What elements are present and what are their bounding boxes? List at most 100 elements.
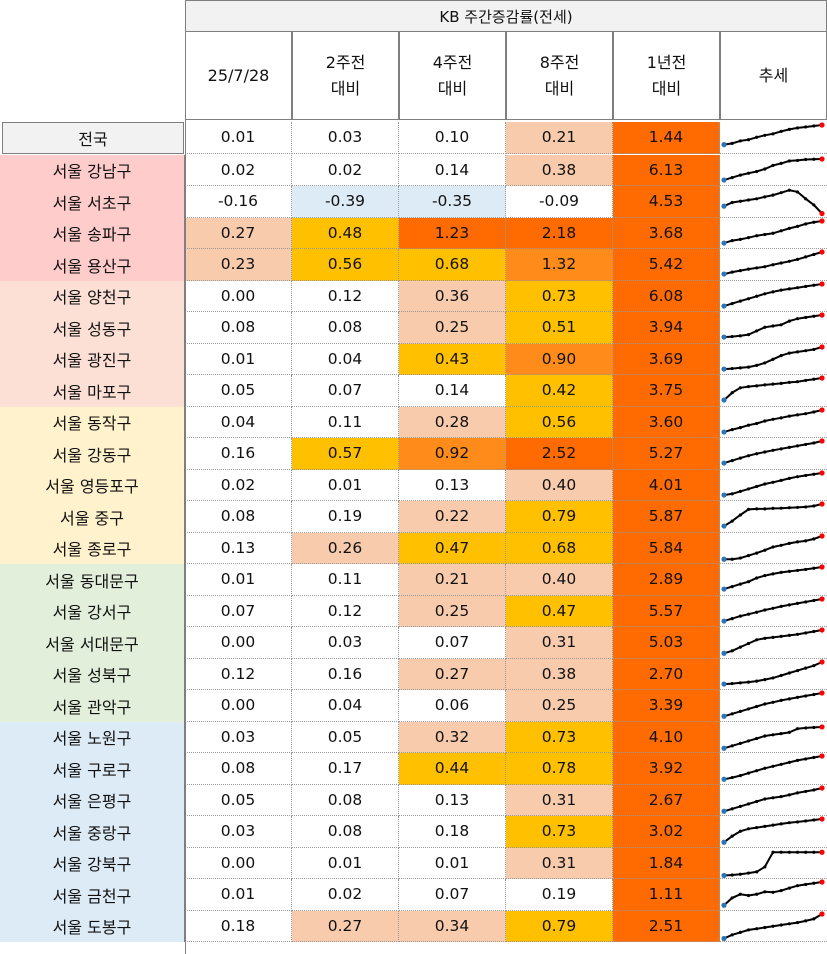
sparkline-point (771, 193, 775, 197)
value-cell: 2.89 (613, 564, 720, 596)
sparkline-point (763, 607, 767, 612)
sparkline-point (730, 557, 734, 561)
sparkline-point (730, 585, 734, 589)
value-cell: 0.11 (292, 406, 399, 438)
sparkline-point (755, 233, 759, 237)
column-header-0: 25/7/28 (185, 32, 292, 120)
sparkline-point (755, 610, 759, 614)
sparkline-end-marker (819, 816, 825, 822)
sparkline-point (771, 357, 775, 361)
value-cell: 1.44 (613, 122, 720, 154)
sparkline-point (804, 157, 808, 161)
sparkline-point (812, 663, 816, 667)
sparkline-point (795, 474, 800, 478)
trend-sparkline (720, 155, 827, 186)
sparkline-point (795, 820, 800, 824)
sparkline-point (730, 712, 734, 716)
region-name: 서울 관악구 (0, 690, 185, 722)
sparkline-svg (721, 753, 825, 782)
value-cell: 0.01 (185, 343, 292, 375)
sparkline-svg (721, 312, 825, 340)
value-cell: 0.01 (292, 469, 399, 501)
sparkline-point (738, 829, 742, 833)
sparkline-point (812, 629, 816, 634)
value-cell: 0.08 (292, 784, 399, 816)
sparkline-point (755, 551, 759, 555)
sparkline-point (771, 544, 775, 549)
value-cell: 5.87 (613, 501, 720, 533)
value-cell: -0.09 (506, 186, 613, 218)
sparkline-point (787, 821, 791, 825)
trend-sparkline (720, 186, 827, 218)
sparkline-point (746, 801, 751, 806)
value-cell: 0.19 (506, 879, 613, 911)
value-cell: 0.16 (185, 438, 292, 470)
sparkline-point (795, 190, 800, 194)
region-name: 서울 서대문구 (0, 627, 185, 659)
column-header-line2: 대비 (330, 78, 361, 98)
sparkline-point (746, 507, 751, 511)
value-cell: 0.02 (185, 154, 292, 186)
sparkline-svg (721, 280, 825, 309)
sparkline-point (738, 386, 742, 390)
sparkline-end-marker (819, 406, 825, 413)
sparkline-start-marker (721, 203, 727, 209)
sparkline-point (787, 792, 791, 796)
sparkline-point (795, 920, 800, 924)
value-cell: 0.21 (506, 122, 613, 154)
sparkline-end-marker (819, 210, 825, 217)
sparkline-point (804, 599, 808, 604)
sparkline-start-marker (721, 617, 727, 624)
sparkline-point (730, 491, 734, 495)
sparkline-point (771, 606, 775, 610)
value-cell: 0.25 (399, 595, 506, 627)
sparkline-point (763, 418, 767, 423)
column-header-line1: 4주전 (432, 52, 473, 72)
value-cell: 0.18 (399, 816, 506, 848)
sparkline-point (812, 916, 816, 920)
sparkline-point (812, 504, 816, 508)
value-cell: 0.19 (292, 501, 399, 533)
sparkline-point (755, 507, 759, 511)
value-cell: 3.75 (613, 375, 720, 407)
sparkline-svg (721, 249, 825, 277)
value-cell: 0.14 (399, 154, 506, 186)
sparkline-point (771, 163, 775, 167)
sparkline-point (795, 758, 800, 763)
sparkline-point (812, 566, 816, 570)
value-cell: 0.31 (506, 847, 613, 879)
value-cell: 0.90 (506, 343, 613, 375)
value-cell: 2.18 (506, 217, 613, 249)
sparkline-end-marker (819, 723, 825, 730)
value-cell: 0.12 (292, 280, 399, 312)
sparkline-point (746, 771, 751, 775)
value-cell: 0.48 (292, 217, 399, 249)
value-cell: 0.40 (506, 564, 613, 596)
sparkline-point (755, 421, 759, 425)
sparkline-point (746, 641, 751, 646)
sparkline-point (787, 351, 791, 355)
sparkline-point (812, 755, 816, 760)
sparkline-point (804, 315, 808, 320)
sparkline-point (763, 481, 767, 486)
sparkline-end-marker (819, 375, 825, 381)
sparkline-point (779, 381, 783, 385)
sparkline-point (787, 921, 791, 925)
sparkline-point (746, 612, 751, 616)
sparkline-end-marker (819, 280, 825, 287)
sparkline-point (755, 825, 759, 830)
sparkline-point (730, 896, 734, 900)
sparkline-start-marker (721, 556, 727, 562)
sparkline-start-marker (721, 142, 727, 148)
value-cell: 0.00 (185, 690, 292, 722)
sparkline-point (812, 124, 816, 128)
sparkline-start-marker (721, 586, 727, 592)
value-cell: 4.01 (613, 469, 720, 501)
sparkline-line (723, 377, 823, 401)
sparkline-point (804, 348, 808, 352)
column-header-line1: 8주전 (539, 52, 580, 72)
sparkline-point (779, 415, 783, 419)
sparkline-point (804, 631, 808, 635)
value-cell: 0.79 (506, 501, 613, 533)
sparkline-point (771, 417, 775, 421)
